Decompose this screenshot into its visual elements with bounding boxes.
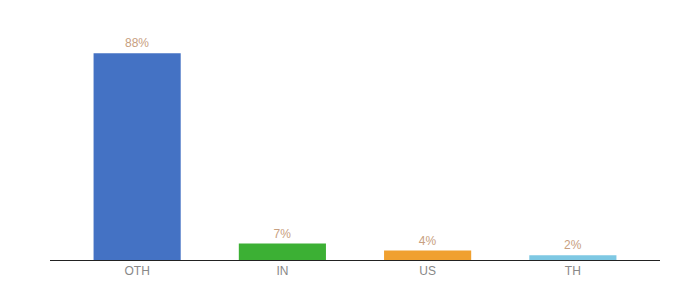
svg-text:IN: IN xyxy=(276,264,288,278)
svg-text:4%: 4% xyxy=(419,234,437,248)
svg-text:TH: TH xyxy=(565,264,581,278)
svg-text:88%: 88% xyxy=(125,36,149,50)
svg-text:OTH: OTH xyxy=(124,264,149,278)
svg-text:US: US xyxy=(419,264,436,278)
svg-text:2%: 2% xyxy=(564,238,582,252)
svg-text:7%: 7% xyxy=(274,227,292,241)
